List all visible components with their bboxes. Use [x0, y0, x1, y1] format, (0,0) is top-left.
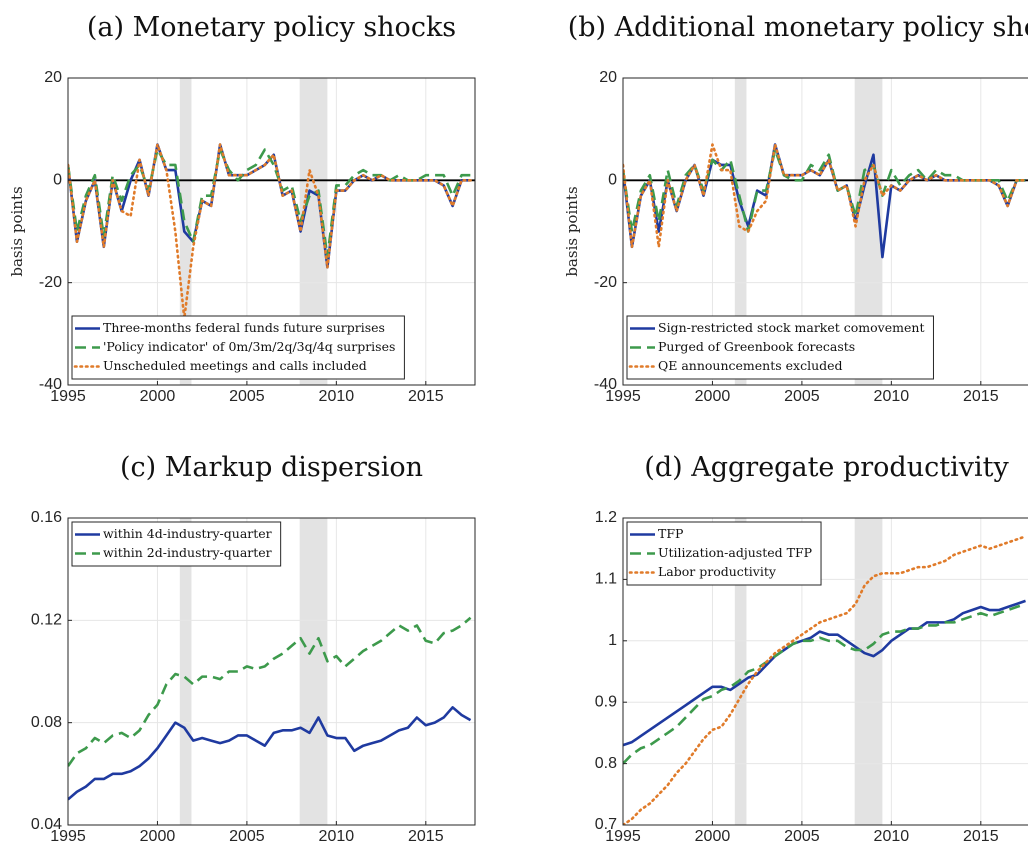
axes-box	[622, 517, 1028, 826]
y-tick-label: 0.7	[595, 816, 617, 833]
legend: within 4d-industry-quarter within 2d-indu…	[71, 521, 282, 567]
y-tick-label: 0.04	[31, 816, 62, 833]
y-tick-label: -40	[594, 376, 617, 393]
legend-label: Three-months federal funds future surpri…	[103, 320, 385, 335]
series-line	[623, 148, 1026, 233]
x-tick-label: 2010	[874, 388, 910, 405]
legend-label: 'Policy indicator' of 0m/3m/2q/3q/4q sur…	[103, 339, 395, 354]
legend: TFP Utilization-adjusted TFP Labor product…	[626, 521, 822, 586]
legend: Sign-restricted stock market comovement P…	[626, 315, 934, 380]
x-tick-label: 2000	[695, 388, 731, 405]
x-tick-label: 2005	[229, 388, 265, 405]
y-tick-label: -40	[39, 376, 62, 393]
x-tick-label: 2015	[408, 828, 444, 845]
y-axis-label: basis points	[8, 186, 26, 276]
axes-box	[67, 517, 476, 826]
y-tick-label: 0	[53, 172, 62, 189]
y-tick-label: 0.16	[31, 509, 62, 526]
chart-title: (a) Monetary policy shocks	[87, 12, 456, 43]
series-line	[623, 602, 1026, 765]
y-tick-label: 1	[608, 632, 617, 649]
series-line	[623, 535, 1027, 825]
x-tick-label: 1995	[605, 388, 641, 405]
legend-label: Purged of Greenbook forecasts	[658, 339, 855, 354]
legend-label: TFP	[658, 526, 683, 541]
legend-label: Sign-restricted stock market comovement	[658, 320, 924, 335]
y-tick-label: 0	[608, 172, 617, 189]
legend-label: Utilization-adjusted TFP	[658, 545, 812, 560]
axes-box	[622, 77, 1028, 386]
x-tick-label: 2005	[784, 388, 820, 405]
y-tick-label: 0.8	[595, 755, 617, 772]
plot-area	[623, 518, 1028, 825]
legend-box	[626, 315, 934, 380]
series-line	[623, 143, 1026, 259]
series-line	[68, 616, 472, 767]
legend-box	[71, 521, 282, 567]
recession-shading	[854, 518, 883, 825]
panel: (a) Monetary policy shocks basis points 19…	[8, 12, 476, 405]
recession-shading	[734, 78, 747, 385]
series-line	[623, 143, 1027, 249]
plot-area	[623, 78, 1028, 385]
x-tick-label: 2000	[140, 388, 176, 405]
chart-title: (b) Additional monetary policy shocks	[568, 12, 1028, 43]
chart-title: (c) Markup dispersion	[120, 452, 423, 483]
y-tick-label: -20	[39, 274, 62, 291]
x-tick-label: 2000	[140, 828, 176, 845]
legend-label: QE announcements excluded	[658, 358, 843, 373]
axes-box	[67, 77, 476, 386]
x-tick-label: 1995	[50, 388, 86, 405]
legend-label: within 2d-industry-quarter	[103, 545, 272, 560]
panel: (d) Aggregate productivity 1995 2000 2005 20…	[595, 452, 1028, 845]
legend-box	[71, 315, 405, 380]
x-tick-label: 1995	[50, 828, 86, 845]
y-tick-label: 0.08	[31, 714, 62, 731]
x-tick-label: 2005	[229, 828, 265, 845]
x-tick-label: 2015	[963, 828, 999, 845]
x-tick-label: 1995	[605, 828, 641, 845]
x-tick-label: 2000	[695, 828, 731, 845]
y-axis-label: basis points	[563, 186, 581, 276]
legend-box	[626, 521, 822, 586]
series-line	[68, 143, 471, 269]
chart-title: (d) Aggregate productivity	[644, 452, 1009, 483]
legend-label: Unscheduled meetings and calls included	[103, 358, 367, 373]
plot-area	[68, 518, 475, 825]
panel: (c) Markup dispersion 1995 2000 2005 2010 201…	[31, 452, 476, 845]
series-line	[68, 706, 472, 801]
panel: (b) Additional monetary policy shocks bas…	[563, 12, 1028, 405]
legend-label: within 4d-industry-quarter	[103, 526, 272, 541]
x-tick-label: 2015	[408, 388, 444, 405]
x-tick-label: 2010	[874, 828, 910, 845]
y-tick-label: 20	[44, 69, 62, 86]
recession-shading	[179, 518, 192, 825]
recession-shading	[734, 518, 747, 825]
x-tick-label: 2005	[784, 828, 820, 845]
recession-shading	[299, 518, 328, 825]
y-tick-label: 0.12	[31, 612, 62, 629]
x-tick-label: 2015	[963, 388, 999, 405]
legend: Three-months federal funds future surpri…	[71, 315, 405, 380]
series-line	[623, 599, 1026, 747]
y-tick-label: 20	[599, 69, 617, 86]
x-tick-label: 2010	[319, 388, 355, 405]
x-tick-label: 2010	[319, 828, 355, 845]
y-tick-label: -20	[594, 274, 617, 291]
series-line	[68, 148, 471, 259]
y-tick-label: 1.2	[595, 509, 617, 526]
legend-label: Labor productivity	[658, 564, 777, 579]
series-line	[68, 143, 472, 320]
y-tick-label: 1.1	[595, 571, 617, 588]
y-tick-label: 0.9	[595, 693, 617, 710]
